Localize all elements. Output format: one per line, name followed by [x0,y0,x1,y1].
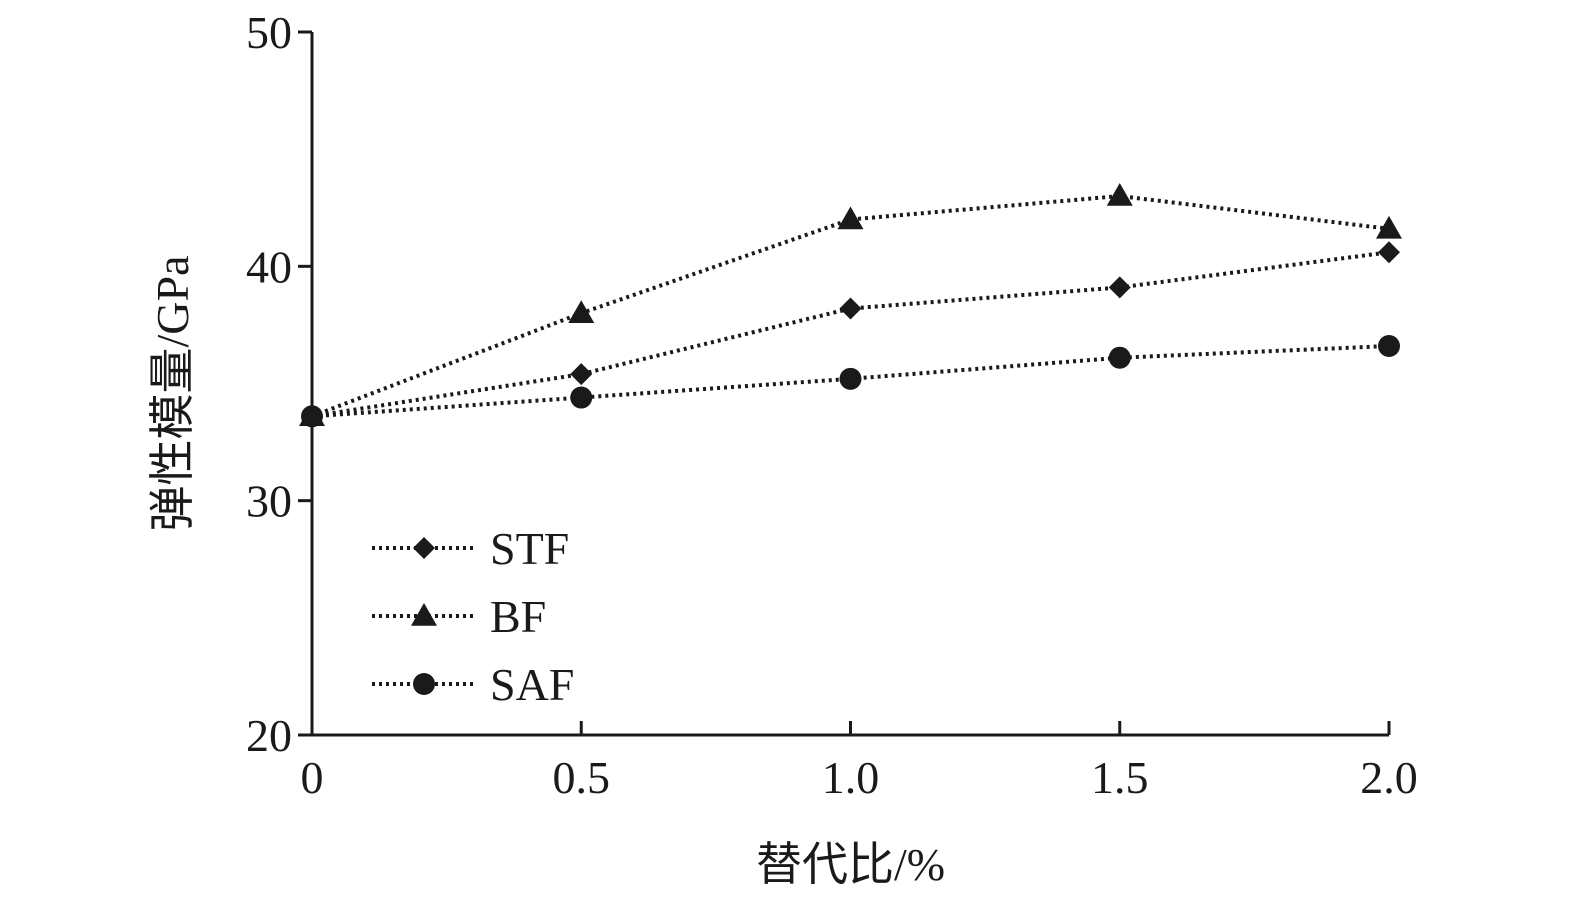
y-tick-label: 40 [246,241,292,292]
x-tick-label: 0 [301,752,324,803]
series-markers [299,183,1402,428]
x-tick-label: 2.0 [1360,752,1418,803]
data-point-bf [1376,215,1402,239]
data-point-stf [1108,276,1131,299]
axes: 20 30 40 50 0 0.5 1.0 1.5 2.0 [246,7,1418,803]
legend-marker [411,603,437,626]
data-point-stf [1378,241,1400,264]
data-point-saf [839,367,862,390]
y-axis-title: 弹性模量/GPa [147,256,198,532]
y-ticks: 20 30 40 50 [246,7,312,761]
legend-marker [413,673,435,695]
data-point-bf [1106,183,1133,206]
legend-label: BF [490,591,546,642]
x-tick-label: 1.5 [1091,752,1149,803]
x-ticks: 0 0.5 1.0 1.5 2.0 [301,721,1418,803]
y-tick-label: 20 [246,710,292,761]
data-point-bf [568,300,595,323]
x-tick-label: 1.0 [822,752,880,803]
data-point-saf [1108,346,1131,369]
legend-label: STF [490,523,569,574]
data-point-bf [837,206,864,230]
x-axis-title: 替代比/% [756,839,945,890]
legend: STF BF SAF [372,523,574,710]
legend-marker [413,537,435,559]
legend-item-saf: SAF [372,659,574,710]
y-tick-label: 50 [246,7,292,58]
legend-label: SAF [490,659,574,710]
data-point-stf [570,363,593,386]
series-line-stf [311,250,1390,419]
y-tick-label: 30 [246,476,292,527]
legend-item-bf: BF [372,591,546,642]
data-point-saf [570,386,593,409]
data-point-stf [839,297,862,320]
data-point-saf [1378,335,1400,358]
data-point-saf [301,405,323,428]
legend-item-stf: STF [372,523,569,574]
x-tick-label: 0.5 [553,752,611,803]
